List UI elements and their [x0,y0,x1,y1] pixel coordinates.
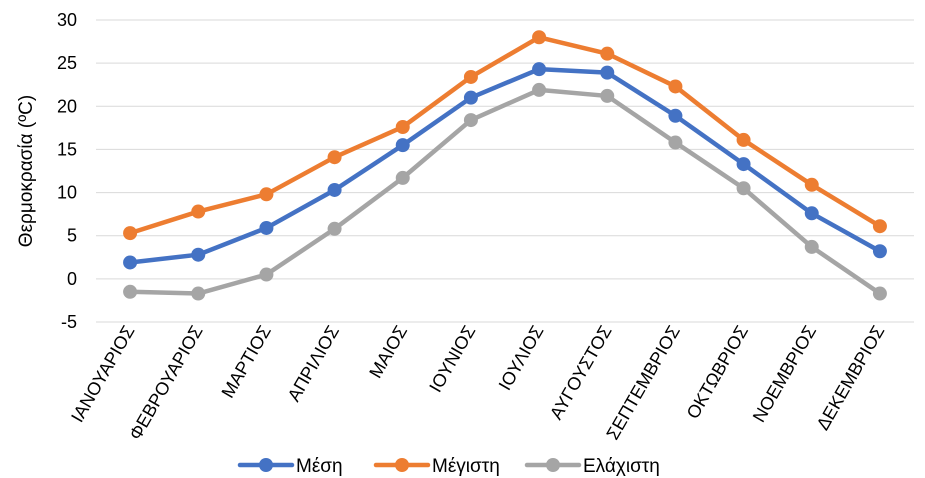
data-point [668,108,683,123]
data-point [191,204,206,219]
data-point [804,239,819,254]
data-point [327,221,342,236]
y-tick-label: 10 [57,183,77,203]
data-point [736,181,751,196]
data-point [259,187,274,202]
y-axis-tick-labels: -5 0 5 10 15 20 25 30 [57,10,77,332]
data-point [600,46,615,61]
x-tick-label: ΦΕΒΡΟΥΑΡΙΟΣ [125,322,207,443]
data-point [463,113,478,128]
y-tick-label: 25 [57,53,77,73]
legend: Μέση Μέγιστη Ελάχιστη [237,456,660,477]
data-point [872,286,887,301]
y-tick-label: 20 [57,96,77,116]
data-point [327,150,342,165]
y-axis-title: Θερμοκρασία (ºC) [16,95,37,247]
data-point [532,82,547,97]
y-tick-label: 5 [67,226,77,246]
legend-item: Μέγιστη [373,456,500,477]
data-point [123,284,138,299]
series-line [127,87,883,296]
data-point [804,177,819,192]
legend-label: Μέγιστη [432,456,500,477]
data-point [804,206,819,221]
data-point [395,170,410,185]
data-point [463,90,478,105]
x-tick-label: ΜΑΙΟΣ [365,322,411,381]
data-point [395,119,410,134]
data-point [668,135,683,150]
x-tick-label: ΙΟΥΛΙΟΣ [495,322,548,394]
data-point [463,69,478,84]
data-point [872,219,887,234]
data-point [600,88,615,103]
data-point [191,247,206,262]
series-line [127,35,883,236]
data-point [736,132,751,147]
data-point [123,226,138,241]
series-lines [123,30,887,301]
data-point [668,79,683,94]
x-tick-label: ΟΚΤΩΒΡΙΟΣ [683,322,752,422]
data-point [532,30,547,45]
x-tick-label: ΑΥΓΟΥΣΤΟΣ [546,322,616,423]
x-tick-label: ΝΟΕΜΒΡΙΟΣ [749,322,820,426]
x-tick-label: ΑΠΡΙΛΙΟΣ [284,322,343,405]
series [123,30,887,241]
x-tick-label: ΙΑΝΟΥΑΡΙΟΣ [67,322,138,426]
data-point [395,138,410,153]
data-point [736,157,751,172]
data-point [327,182,342,197]
y-tick-label: -5 [61,312,77,332]
x-tick-label: ΜΑΡΤΙΟΣ [217,322,274,401]
y-tick-label: 0 [67,269,77,289]
series [123,82,887,301]
legend-label: Ελάχιστη [583,456,660,477]
data-point [600,65,615,80]
data-point [123,255,138,270]
series-line [127,66,883,265]
data-point [872,244,887,259]
data-point [191,286,206,301]
x-tick-label: ΙΟΥΝΙΟΣ [425,322,479,396]
y-tick-label: 15 [57,139,77,159]
legend-item: Ελάχιστη [524,456,660,477]
x-tick-label: ΣΕΠΤΕΜΒΡΙΟΣ [602,322,683,443]
y-tick-label: 30 [57,10,77,30]
legend-swatch-marker [395,458,409,472]
data-point [259,267,274,282]
data-point [259,220,274,235]
series [123,62,887,270]
x-tick-label: ΔΕΚΕΜΒΡΙΟΣ [812,322,888,433]
legend-item: Μέση [237,456,343,477]
legend-swatch-marker [546,458,560,472]
data-point [532,62,547,77]
legend-swatch-marker [259,458,273,472]
legend-label: Μέση [296,456,343,477]
